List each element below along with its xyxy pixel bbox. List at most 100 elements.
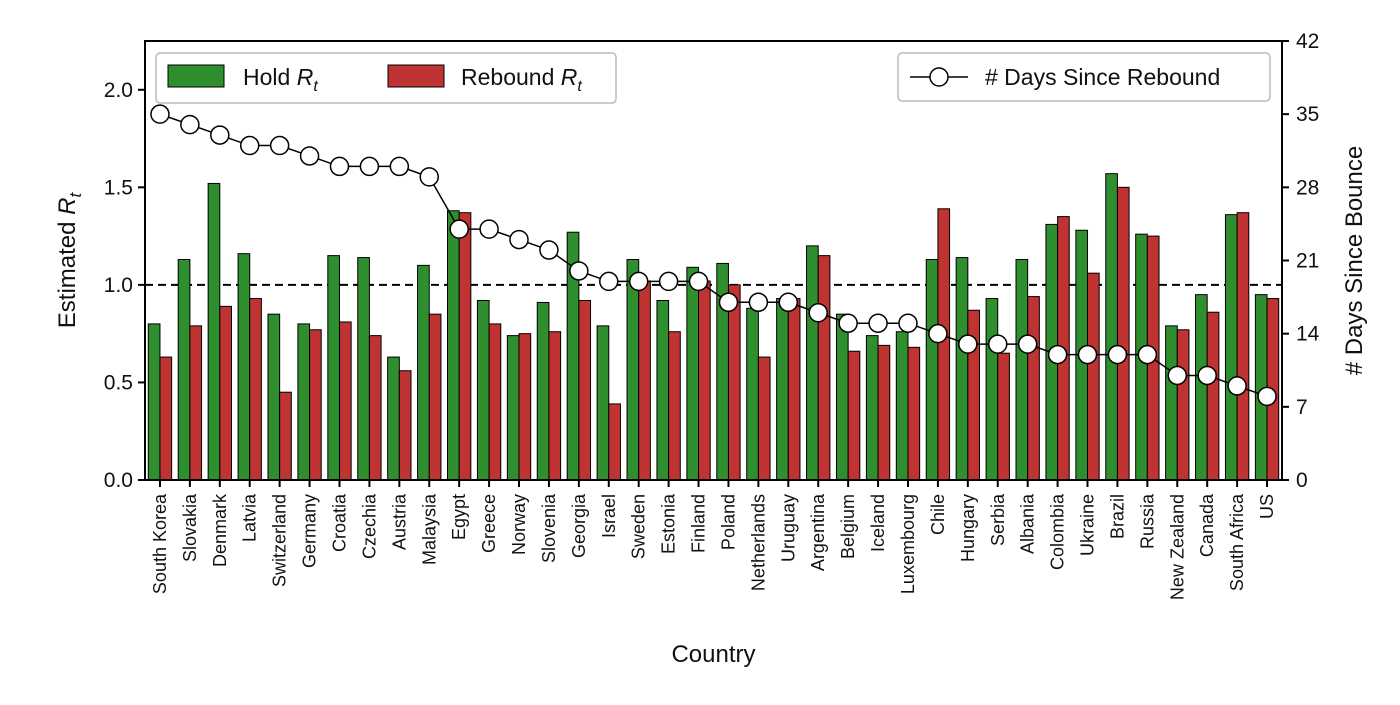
- x-tick-label: Luxembourg: [898, 494, 918, 594]
- days-point: [868, 313, 888, 333]
- days-point: [808, 303, 828, 323]
- x-tick-label: Serbia: [988, 493, 1008, 546]
- days-point: [1047, 344, 1068, 365]
- x-tick-label: South Korea: [150, 493, 170, 594]
- bar-rebound: [279, 391, 292, 481]
- right-tick-label: 0: [1296, 469, 1308, 492]
- bar-hold: [357, 257, 370, 481]
- bar-hold: [1015, 259, 1029, 481]
- days-point: [329, 156, 350, 177]
- bar-rebound: [847, 350, 861, 481]
- bar-rebound: [338, 321, 352, 481]
- days-point: [419, 167, 439, 187]
- days-point: [449, 219, 469, 239]
- days-point: [688, 271, 709, 292]
- bar-rebound: [428, 313, 442, 481]
- x-tick-label: Canada: [1197, 493, 1217, 557]
- bar-hold: [835, 313, 849, 481]
- x-tick-label: Austria: [389, 493, 409, 550]
- days-point: [838, 313, 858, 333]
- bar-hold: [476, 299, 490, 481]
- x-tick-label: Poland: [718, 494, 738, 550]
- x-tick-label: Finland: [689, 494, 709, 553]
- x-tick-label: US: [1257, 494, 1277, 519]
- bar-hold: [596, 325, 610, 481]
- bar-rebound: [757, 356, 771, 481]
- x-tick-label: Egypt: [449, 494, 469, 540]
- bar-hold: [806, 245, 819, 481]
- days-point: [718, 292, 739, 313]
- bar-hold: [267, 313, 281, 481]
- bar-hold: [865, 335, 879, 481]
- bar-rebound: [1027, 296, 1040, 481]
- days-point: [269, 135, 290, 156]
- bar-hold: [925, 259, 939, 481]
- days-point: [958, 334, 978, 354]
- bar-rebound: [1087, 272, 1100, 481]
- days-point: [1107, 344, 1128, 365]
- bar-hold: [417, 264, 430, 481]
- right-tick-label: 35: [1296, 103, 1319, 126]
- x-tick-label: Czechia: [359, 493, 379, 559]
- bar-rebound: [877, 344, 891, 481]
- bar-hold: [626, 259, 640, 481]
- right-axis-title: # Days Since Bounce: [1341, 146, 1368, 375]
- days-point: [778, 292, 799, 313]
- x-tick-label: Norway: [509, 494, 529, 555]
- days-point: [389, 156, 410, 177]
- legend-swatch: [167, 64, 225, 88]
- bar-rebound: [1116, 186, 1130, 481]
- x-tick-label: Netherlands: [748, 494, 768, 591]
- right-tick-label: 21: [1296, 250, 1319, 273]
- bar-hold: [1165, 325, 1178, 481]
- days-point: [1077, 344, 1098, 365]
- left-tick-label: 0.5: [104, 371, 133, 394]
- days-point: [1137, 344, 1158, 365]
- days-point: [1197, 365, 1217, 386]
- x-tick-label: Colombia: [1048, 493, 1068, 570]
- x-tick-label: New Zealand: [1167, 494, 1187, 600]
- x-axis-title: Country: [671, 641, 755, 668]
- bar-rebound: [368, 335, 382, 481]
- x-tick-label: Greece: [479, 494, 499, 553]
- x-tick-label: Estonia: [659, 493, 679, 554]
- days-point: [1257, 386, 1277, 407]
- right-tick-label: 7: [1296, 396, 1308, 419]
- bar-rebound: [787, 298, 801, 481]
- bar-hold: [1224, 214, 1238, 481]
- days-point: [359, 156, 380, 177]
- bar-rebound: [518, 333, 532, 481]
- x-tick-label: Argentina: [808, 493, 828, 571]
- days-point: [628, 271, 649, 292]
- x-tick-label: Slovakia: [180, 493, 200, 562]
- bar-hold: [746, 307, 759, 481]
- x-tick-label: Malaysia: [419, 493, 439, 565]
- bar-hold: [776, 298, 789, 481]
- bar-hold: [447, 210, 460, 481]
- x-tick-label: Croatia: [329, 493, 349, 552]
- bar-hold: [297, 323, 311, 481]
- days-point: [658, 271, 679, 292]
- days-point: [569, 261, 589, 281]
- days-point: [210, 125, 230, 145]
- bar-rebound: [159, 356, 173, 481]
- legend-label: Rebound Rt: [461, 64, 582, 95]
- x-tick-label: Latvia: [240, 493, 260, 542]
- x-tick-label: Slovenia: [539, 493, 559, 563]
- bar-hold: [506, 335, 520, 481]
- legend-swatch: [387, 64, 445, 88]
- x-tick-label: Germany: [300, 494, 320, 568]
- bar-rebound: [578, 299, 592, 481]
- bar-rebound: [548, 331, 562, 481]
- bar-rebound: [458, 212, 472, 481]
- x-tick-label: South Africa: [1227, 493, 1247, 591]
- days-point: [509, 229, 529, 250]
- days-point: [150, 104, 170, 124]
- bar-rebound: [997, 352, 1010, 481]
- days-point: [928, 323, 948, 344]
- x-tick-label: Georgia: [569, 493, 589, 558]
- x-tick-label: Hungary: [958, 494, 978, 562]
- bar-rebound: [727, 284, 741, 481]
- bar-hold: [237, 253, 251, 481]
